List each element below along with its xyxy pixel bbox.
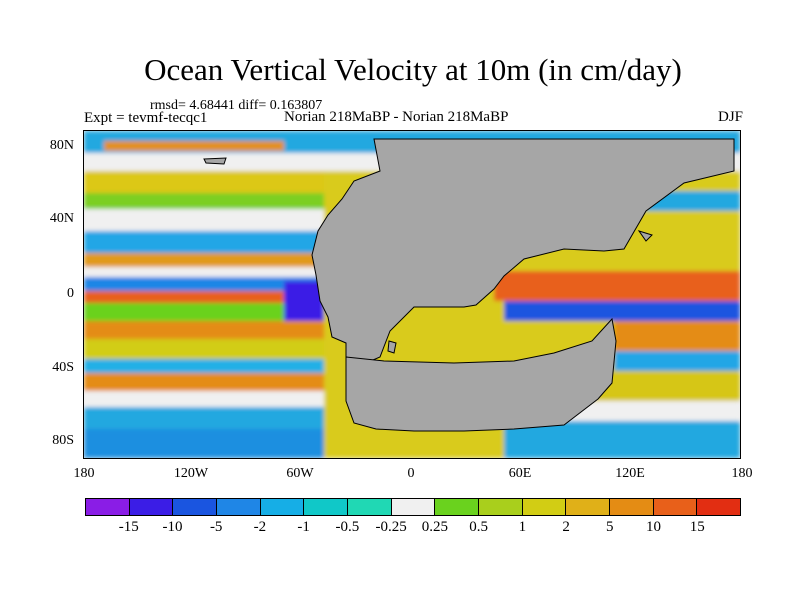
colorbar-box-3 xyxy=(217,499,261,515)
colorbar-label: 0.5 xyxy=(469,519,488,535)
colorbar-box-10 xyxy=(522,499,567,515)
colorbar-box-11 xyxy=(566,499,611,515)
colorbar-label: 5 xyxy=(606,519,614,535)
colorbar-label: -10 xyxy=(162,519,183,535)
colorbar-label: -0.25 xyxy=(375,519,407,535)
lon-label-120w: 120W xyxy=(173,466,209,481)
lat-label-40n: 40N xyxy=(49,211,74,226)
colorbar-label: 2 xyxy=(562,519,570,535)
lat-label-0: 0 xyxy=(67,286,74,301)
islands xyxy=(203,157,653,354)
season-label: DJF xyxy=(717,109,743,125)
colorbar-label: -15 xyxy=(118,519,139,535)
colorbar-box-6 xyxy=(348,499,392,515)
colorbar-box-1 xyxy=(129,499,174,515)
colorbar-box-12 xyxy=(610,499,654,515)
colorbar-box-9 xyxy=(479,499,523,515)
colorbar-box-13 xyxy=(653,499,698,515)
lon-label-60w: 60W xyxy=(286,466,314,481)
land-mass xyxy=(311,138,735,432)
colorbar xyxy=(85,498,741,516)
colorbar-label: 0.25 xyxy=(421,519,448,535)
colorbar-label: 1 xyxy=(518,519,527,535)
colorbar-box-0 xyxy=(86,499,130,515)
plot-title: Ocean Vertical Velocity at 10m (in cm/da… xyxy=(144,52,682,87)
map-canvas xyxy=(84,131,740,458)
comparison-label: Norian 218MaBP - Norian 218MaBP xyxy=(284,109,509,125)
colorbar-box-8 xyxy=(435,499,480,515)
lat-label-80s: 80S xyxy=(52,433,74,448)
lon-label-60e: 60E xyxy=(508,466,532,481)
lon-label-180e: 180 xyxy=(731,466,753,481)
colorbar-label: -1 xyxy=(297,519,310,535)
lon-label-120e: 120E xyxy=(615,466,645,481)
lat-label-40s: 40S xyxy=(52,360,74,375)
lon-label-180w: 180 xyxy=(73,466,95,481)
stats-label: rmsd= 4.68441 diff= 0.163807 xyxy=(150,98,323,113)
colorbar-label: -5 xyxy=(209,519,223,535)
lon-label-0: 0 xyxy=(407,466,415,481)
colorbar-box-2 xyxy=(173,499,218,515)
colorbar-box-14 xyxy=(697,499,741,515)
colorbar-box-7 xyxy=(391,499,436,515)
colorbar-label: -0.5 xyxy=(335,519,360,535)
colorbar-box-5 xyxy=(304,499,349,515)
colorbar-label: -2 xyxy=(253,519,267,535)
ocean-velocity-map xyxy=(83,130,741,459)
colorbar-label: 15 xyxy=(689,519,705,535)
colorbar-label: 10 xyxy=(646,519,662,535)
experiment-label: Expt = tevmf-tecqc1 xyxy=(84,110,208,126)
colorbar-box-4 xyxy=(260,499,305,515)
lat-label-80n: 80N xyxy=(49,138,74,153)
